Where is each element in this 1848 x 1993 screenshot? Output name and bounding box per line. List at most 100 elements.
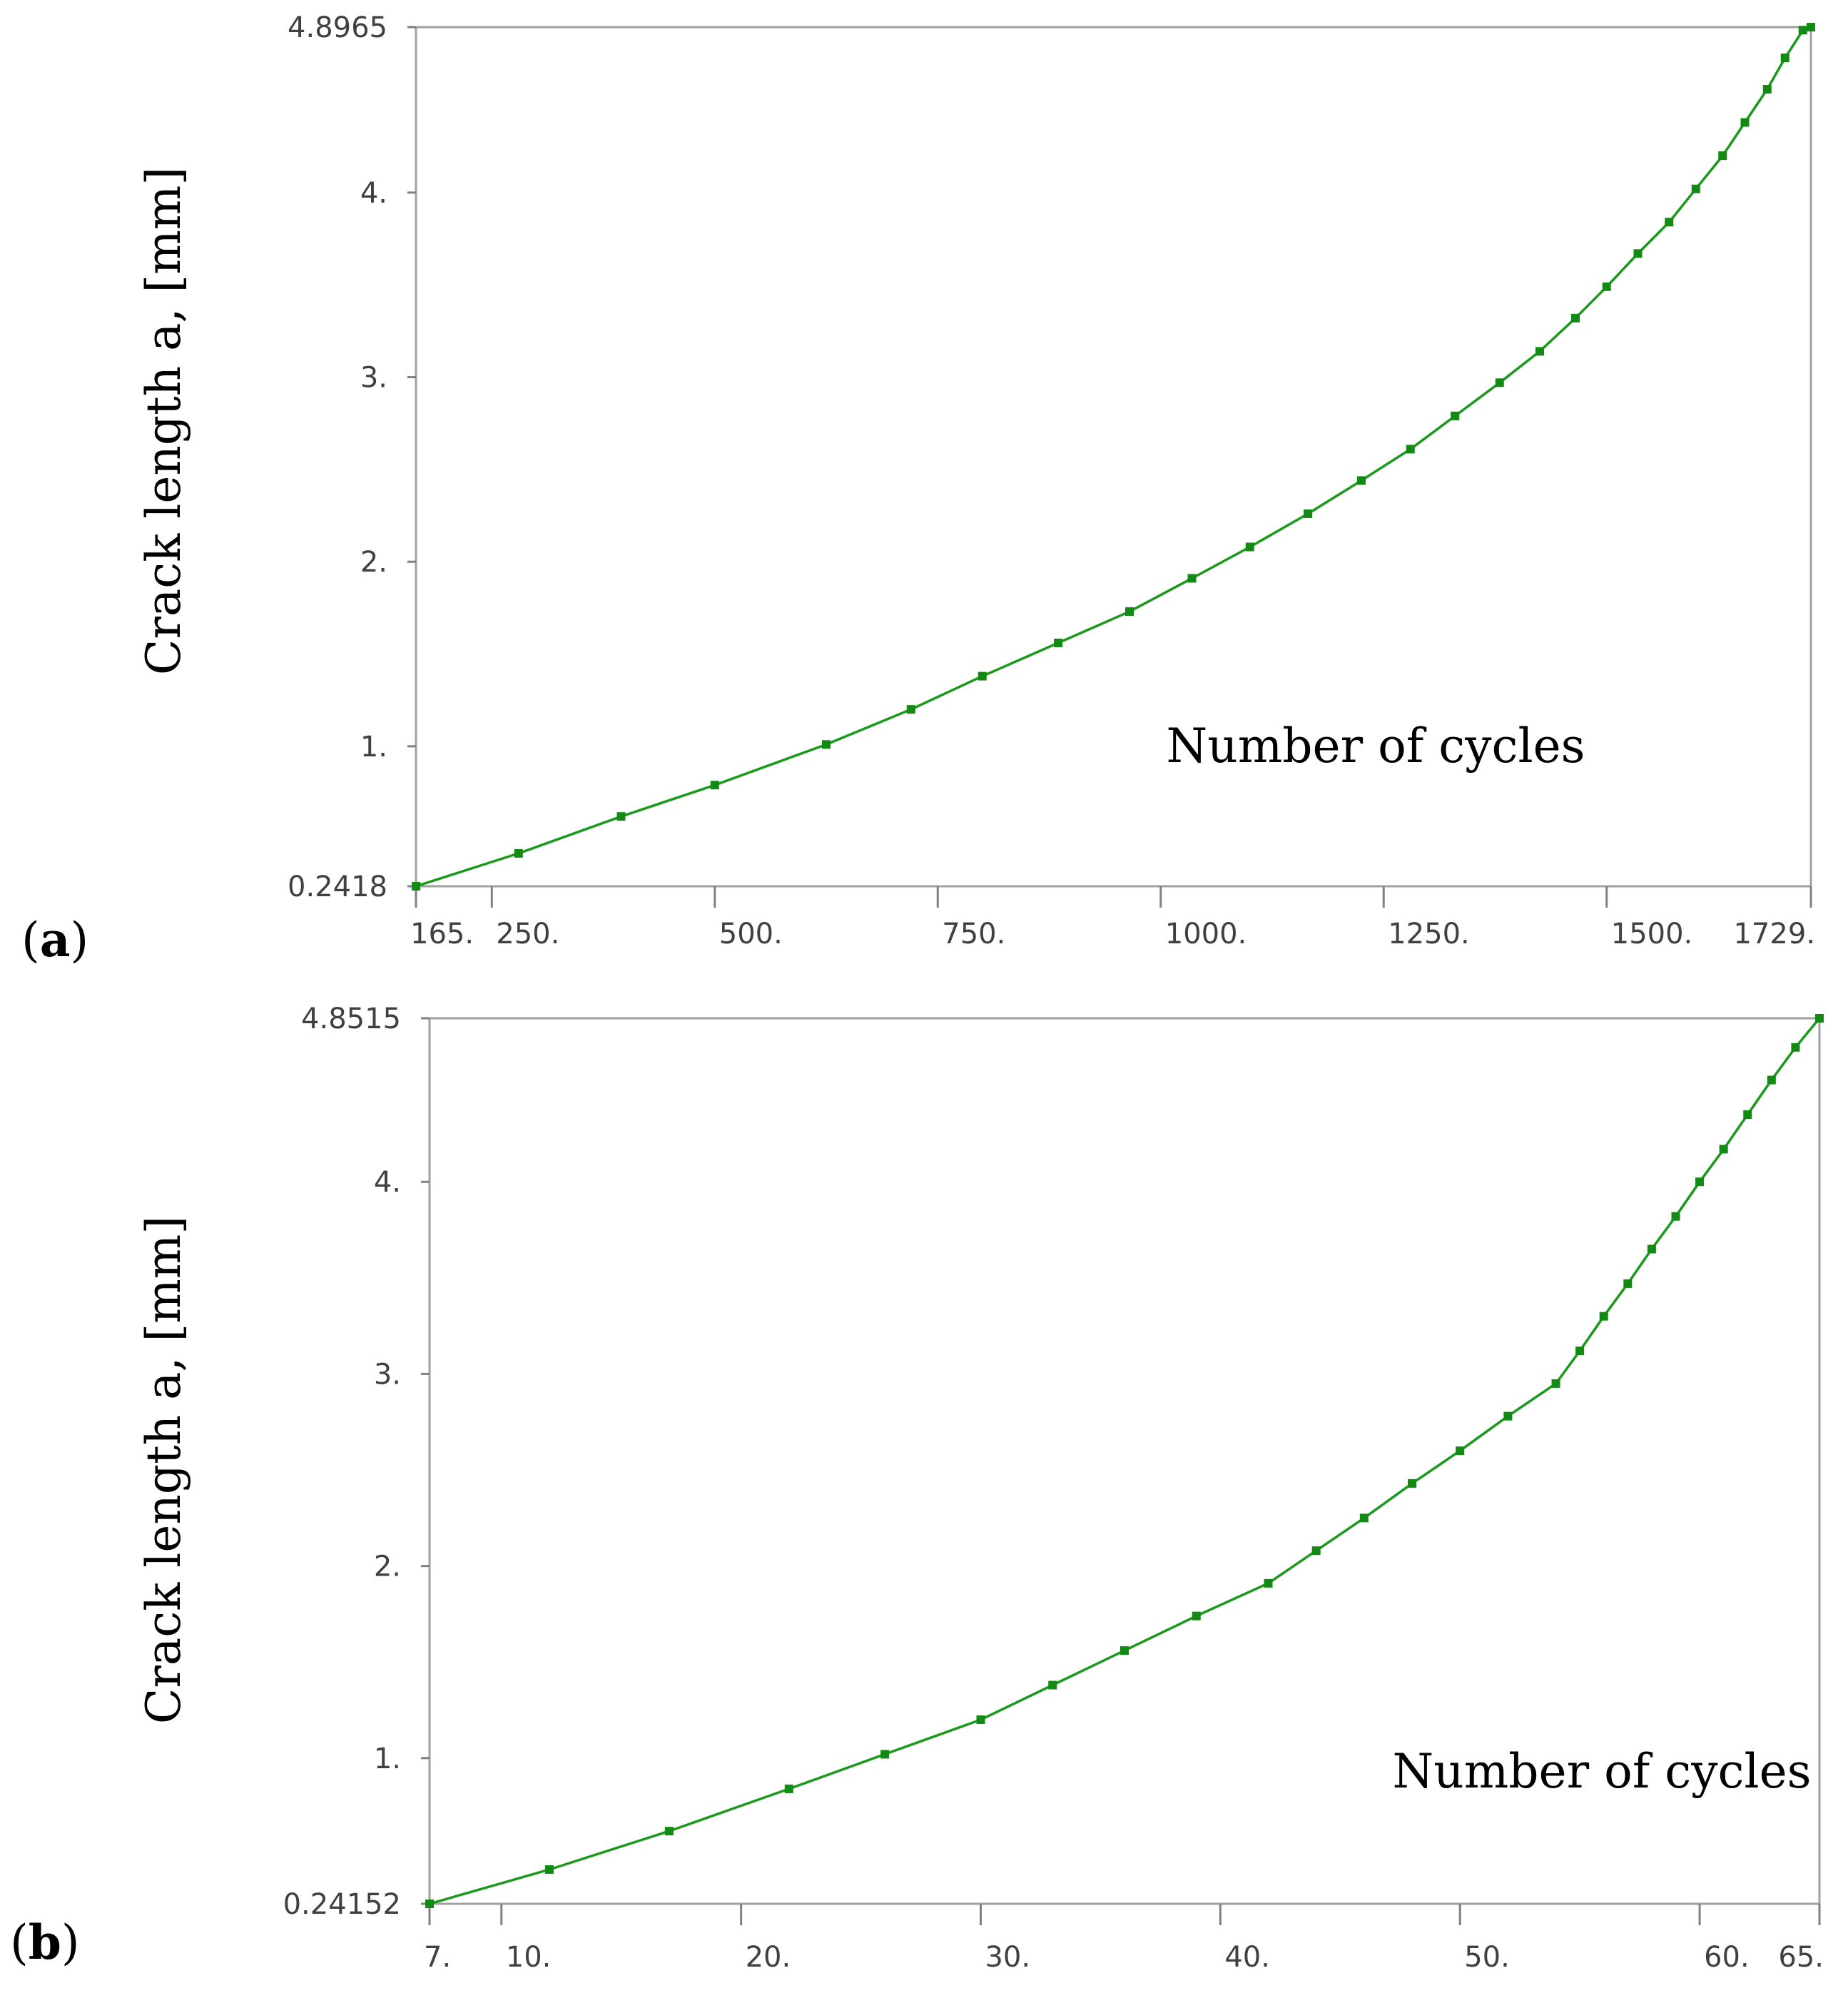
data-point	[544, 1865, 554, 1874]
x-tick-label: 165.	[410, 918, 474, 950]
data-point	[1665, 218, 1674, 227]
y-tick-label: 0.2418	[288, 871, 387, 903]
y-tick-label: 3.	[360, 362, 387, 395]
data-point	[1671, 1212, 1680, 1221]
data-point	[664, 1827, 674, 1836]
data-point	[1054, 639, 1062, 648]
y-tick-label: 3.	[374, 1358, 401, 1391]
x-tick-label: 1500.	[1611, 918, 1693, 950]
data-point	[1767, 1075, 1776, 1085]
x-tick-label: 65.	[1778, 1941, 1824, 1974]
data-point	[1740, 118, 1750, 127]
data-point	[1599, 1312, 1608, 1321]
data-point	[1311, 1546, 1321, 1556]
x-tick-label: 1000.	[1165, 918, 1247, 950]
y-axis-ticks-a: 0.2418 1. 2. 3. 4. 4.8965	[288, 11, 416, 903]
data-point	[514, 848, 523, 858]
x-tick-label: 10.	[506, 1941, 552, 1974]
data-point	[1743, 1110, 1752, 1120]
data-point	[1120, 1646, 1129, 1655]
data-point	[1647, 1244, 1656, 1254]
data-point	[1633, 249, 1643, 258]
data-point	[1451, 411, 1460, 420]
x-tick-label: 30.	[985, 1941, 1030, 1974]
y-tick-label: 4.	[360, 177, 387, 210]
y-tick-label: 2.	[360, 546, 387, 579]
y-tick-label: 4.8515	[301, 1003, 401, 1035]
y-axis-ticks-b: 0.24152 1. 2. 3. 4. 4.8515	[283, 1003, 430, 1921]
data-point	[710, 781, 719, 790]
data-point	[1815, 1014, 1824, 1023]
data-point	[1187, 574, 1197, 583]
data-point	[1408, 1479, 1417, 1488]
x-axis-label-b: Number of cycles	[1392, 1744, 1811, 1799]
y-tick-label: 1.	[374, 1743, 401, 1775]
x-tick-label: 40.	[1224, 1941, 1270, 1974]
series-a	[412, 23, 1815, 891]
data-point	[1623, 1279, 1633, 1288]
data-point	[1807, 23, 1815, 31]
data-point	[822, 740, 831, 749]
x-tick-label: 20.	[746, 1941, 791, 1974]
data-point	[978, 671, 987, 681]
x-tick-label: 1729.	[1733, 918, 1815, 950]
y-tick-label: 4.	[374, 1166, 401, 1199]
panel-label-b: (b)	[10, 1915, 80, 1970]
data-point	[1691, 184, 1700, 193]
data-point	[1695, 1177, 1705, 1187]
x-axis-ticks-b: 7. 10. 20. 30. 40. 50. 60. 65.	[424, 1904, 1824, 1974]
data-point	[616, 812, 626, 821]
data-point	[1602, 282, 1611, 291]
data-point	[1535, 347, 1544, 356]
data-point	[1304, 509, 1312, 518]
x-tick-label: 50.	[1464, 1941, 1510, 1974]
x-tick-label: 750.	[942, 918, 1005, 950]
data-point	[1551, 1379, 1560, 1388]
x-tick-label: 500.	[719, 918, 783, 950]
data-point	[1798, 26, 1807, 35]
data-point	[880, 1750, 890, 1759]
x-axis-ticks-a: 165. 250. 500. 750. 1000. 1250. 1500. 1729.	[410, 886, 1815, 950]
x-tick-label: 1250.	[1388, 918, 1470, 950]
data-point	[425, 1900, 434, 1908]
y-tick-label: 2.	[374, 1551, 401, 1583]
y-tick-label: 0.24152	[283, 1888, 401, 1921]
chart-panel-b: 0.24152 1. 2. 3. 4. 4.8515 7. 10. 20. 30. 40. 50. 6…	[10, 1003, 1824, 1974]
x-tick-label: 60.	[1704, 1941, 1750, 1974]
data-point	[1762, 85, 1772, 94]
data-point	[976, 1715, 985, 1724]
data-point	[412, 882, 420, 891]
y-tick-label: 4.8965	[288, 11, 387, 44]
data-point	[1357, 476, 1366, 485]
series-line	[415, 26, 1812, 888]
data-point	[1719, 1145, 1728, 1154]
data-point	[784, 1784, 793, 1793]
x-axis-label-a: Number of cycles	[1166, 719, 1585, 774]
data-point	[1264, 1578, 1273, 1588]
x-tick-label: 250.	[496, 918, 559, 950]
data-point	[1780, 54, 1789, 63]
data-point	[1718, 151, 1727, 161]
data-point	[1406, 445, 1415, 454]
data-point	[1495, 378, 1504, 387]
data-point	[1575, 1347, 1585, 1356]
chart-panel-a: 0.2418 1. 2. 3. 4. 4.8965 165. 250. 500. 750. 100…	[21, 11, 1815, 968]
data-point	[1791, 1043, 1800, 1052]
data-point	[1456, 1446, 1465, 1456]
y-axis-label-a: Crack length a, [mm]	[136, 167, 191, 675]
data-point	[906, 705, 915, 714]
data-point	[1503, 1411, 1513, 1421]
series-b	[425, 1014, 1824, 1908]
y-axis-label-b: Crack length a, [mm]	[136, 1216, 191, 1724]
data-point	[1125, 607, 1134, 617]
data-point	[1359, 1513, 1369, 1523]
x-tick-label: 7.	[424, 1941, 451, 1974]
y-tick-label: 1.	[360, 731, 387, 764]
plot-area-b	[428, 1017, 1821, 1905]
data-point	[1245, 542, 1254, 552]
data-point	[1192, 1611, 1201, 1621]
data-point	[1571, 313, 1580, 323]
panel-label-a: (a)	[21, 912, 88, 968]
data-point	[1048, 1680, 1057, 1690]
